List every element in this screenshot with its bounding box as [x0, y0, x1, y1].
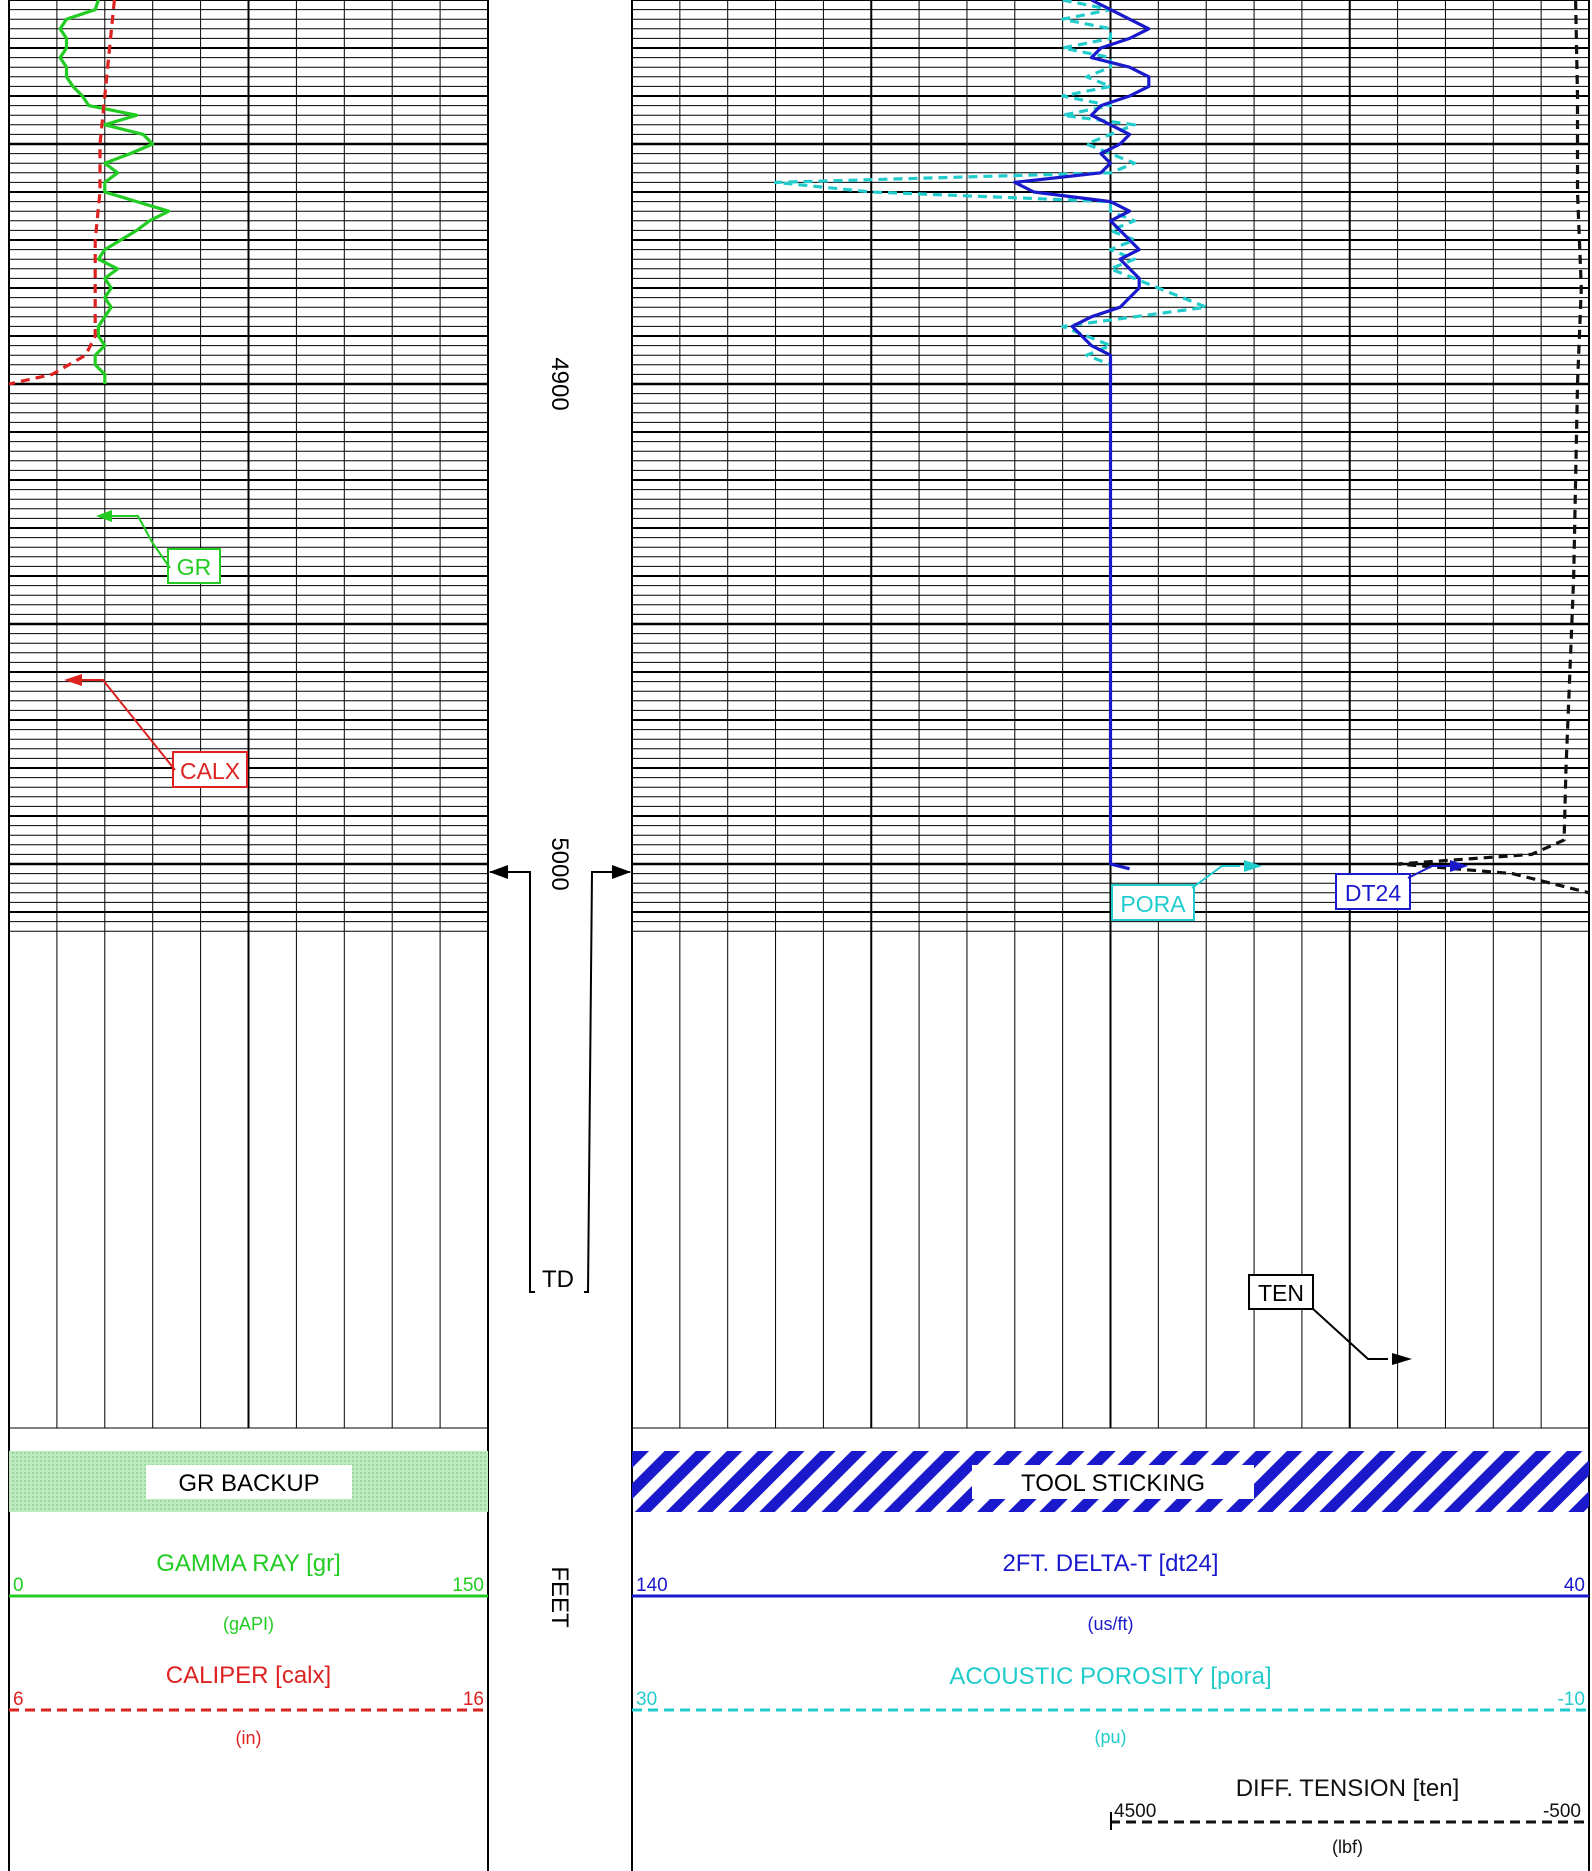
caliper-title: CALIPER [calx] [166, 1662, 331, 1689]
diff-tension-unit: (lbf) [1332, 1837, 1363, 1857]
delta-t-max: 40 [1564, 1575, 1585, 1596]
acoustic-porosity-min: 30 [636, 1689, 657, 1710]
pora-tag-label: PORA [1120, 891, 1186, 917]
log-curves: GR CALX PORA DT24 TEN [8, 0, 1590, 1365]
td-arrow-right [612, 865, 631, 879]
gr-tag-label: GR [177, 554, 212, 580]
gr-tag-box [167, 548, 221, 584]
pora-tag-box [1111, 884, 1195, 921]
depth-unit-label: FEET [546, 1566, 573, 1628]
delta-t-unit: (us/ft) [1087, 1614, 1133, 1634]
td-arrow-left [489, 865, 508, 879]
tool-sticking-label: TOOL STICKING [1021, 1470, 1205, 1497]
gamma-ray-max: 150 [452, 1575, 484, 1596]
ten-curve [1395, 0, 1590, 895]
ten-tag-arrow [1392, 1353, 1412, 1365]
dt24-curve [1013, 0, 1151, 871]
depth-label-5000: 5000 [546, 837, 573, 890]
calx-tag-leader [78, 679, 176, 771]
dt24-tag-arrow [1450, 860, 1468, 872]
caliper-unit: (in) [236, 1728, 262, 1748]
tool-sticking-label-box [972, 1465, 1254, 1499]
diff-tension-min: 4500 [1114, 1801, 1156, 1822]
ten-tag-leader [1311, 1307, 1388, 1360]
td-bracket-right [584, 871, 630, 1293]
calx-curve [8, 0, 116, 386]
acoustic-porosity-max: -10 [1558, 1689, 1585, 1710]
gr-backup-label-box [146, 1465, 352, 1499]
gr-tag-leader [108, 515, 171, 569]
delta-t-title: 2FT. DELTA-T [dt24] [1002, 1550, 1218, 1577]
log-grids [8, 0, 1590, 1871]
caliper-min: 6 [13, 1689, 24, 1710]
gamma-ray-min: 0 [13, 1575, 24, 1596]
gr-backup-label: GR BACKUP [178, 1470, 319, 1497]
delta-t-min: 140 [636, 1575, 668, 1596]
diff-tension-max: -500 [1543, 1801, 1581, 1822]
dt24-tag-box [1335, 873, 1411, 910]
acoustic-porosity-unit: (pu) [1094, 1727, 1126, 1747]
caliper-max: 16 [463, 1689, 484, 1710]
calx-tag-box [172, 751, 248, 788]
depth-label-4900: 4900 [546, 357, 573, 410]
gamma-ray-unit: (gAPI) [223, 1614, 274, 1634]
acoustic-porosity-title: ACOUSTIC POROSITY [pora] [949, 1663, 1271, 1690]
ten-tag-label: TEN [1258, 1280, 1304, 1306]
gr-curve [58, 0, 171, 384]
pora-tag-arrow [1244, 860, 1262, 872]
diff-tension-title: DIFF. TENSION [ten] [1236, 1775, 1460, 1802]
depth-track: 4900 5000 FEET TD [489, 357, 631, 1628]
td-label: TD [542, 1266, 574, 1293]
log-header: GR BACKUP TOOL STICKING GAMMA RAY [gr] 0 150… [9, 1451, 1589, 1857]
calx-tag-arrow [64, 674, 82, 686]
gr-tag-arrow [96, 510, 112, 522]
td-bracket-left [490, 871, 535, 1293]
dt24-tag-leader [1407, 865, 1450, 879]
calx-tag-label: CALX [180, 758, 240, 784]
ten-tag-box [1248, 1274, 1314, 1310]
pora-tag-leader [1191, 865, 1240, 889]
gamma-ray-title: GAMMA RAY [gr] [156, 1550, 341, 1577]
dt24-tag-label: DT24 [1345, 880, 1401, 906]
